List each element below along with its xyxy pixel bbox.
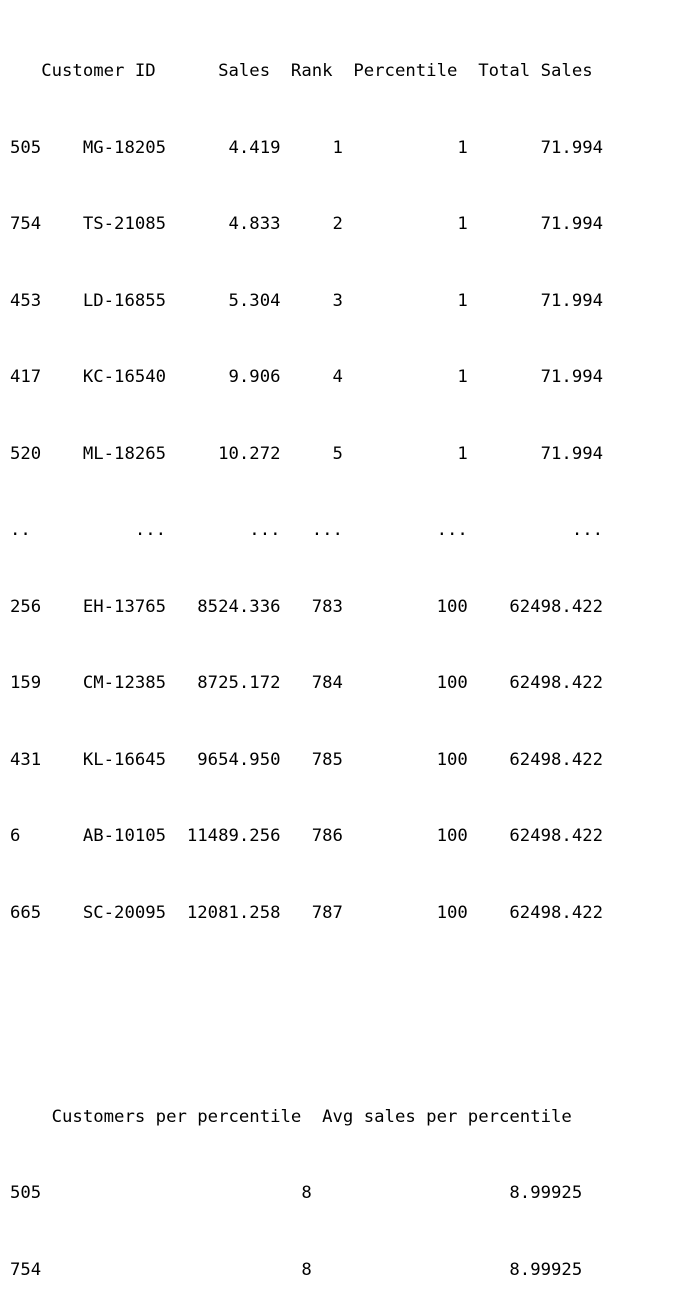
output-spacer [10, 1003, 603, 1029]
table1-row: 6 AB-10105 11489.256 786 100 62498.422 [10, 826, 604, 846]
table1-row: 453 LD-16855 5.304 3 1 71.994 [10, 290, 604, 311]
table2-row: 505 8 8.99925 [10, 1183, 583, 1203]
table2-row: 754 8 8.99925 [10, 1259, 583, 1280]
table1-row: 520 ML-18265 10.272 5 1 71.994 [10, 443, 604, 464]
table1-ellipsis-row: .. ... ... ... ... ... [10, 520, 604, 540]
table2-header: Customers per percentile Avg sales per p… [10, 1106, 572, 1127]
table1-header: Customer ID Sales Rank Percentile Total … [10, 61, 593, 81]
table1-row: 431 KL-16645 9654.950 785 100 62498.422 [10, 749, 604, 770]
table1-row: 505 MG-18205 4.419 1 1 71.994 [10, 137, 604, 158]
table1-row: 754 TS-21085 4.833 2 1 71.994 [10, 214, 604, 234]
table1-row: 665 SC-20095 12081.258 787 100 62498.422 [10, 902, 604, 923]
table1-row: 159 CM-12385 8725.172 784 100 62498.422 [10, 673, 604, 693]
table1-row: 417 KC-16540 9.906 4 1 71.994 [10, 367, 604, 387]
table1-row: 256 EH-13765 8524.336 783 100 62498.422 [10, 596, 604, 617]
notebook-output: Customer ID Sales Rank Percentile Total … [10, 8, 603, 1312]
